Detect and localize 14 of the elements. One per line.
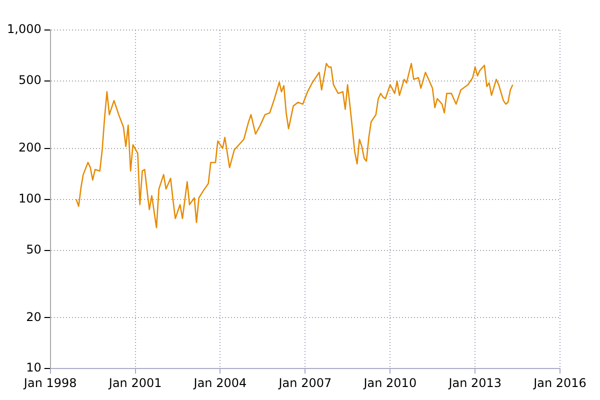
x-tick-label: Jan 1998 — [22, 376, 77, 390]
y-tick-label: 20 — [26, 310, 42, 324]
y-tick-label: 200 — [18, 140, 42, 154]
x-tick-label: Jan 2001 — [108, 376, 162, 390]
y-tick-label: 10 — [26, 360, 42, 375]
y-tick-label: 100 — [18, 191, 42, 206]
x-tick-label: Jan 2013 — [448, 376, 502, 390]
y-tick-label: 1,000 — [6, 22, 42, 36]
x-tick-label: Jan 2016 — [532, 376, 586, 390]
x-tick-label: Jan 2007 — [278, 376, 332, 390]
y-tick-label: 500 — [18, 73, 42, 88]
x-tick-label: Jan 2010 — [362, 376, 417, 390]
y-tick-label: 50 — [26, 242, 42, 256]
x-tick-label: Jan 2004 — [192, 376, 247, 390]
